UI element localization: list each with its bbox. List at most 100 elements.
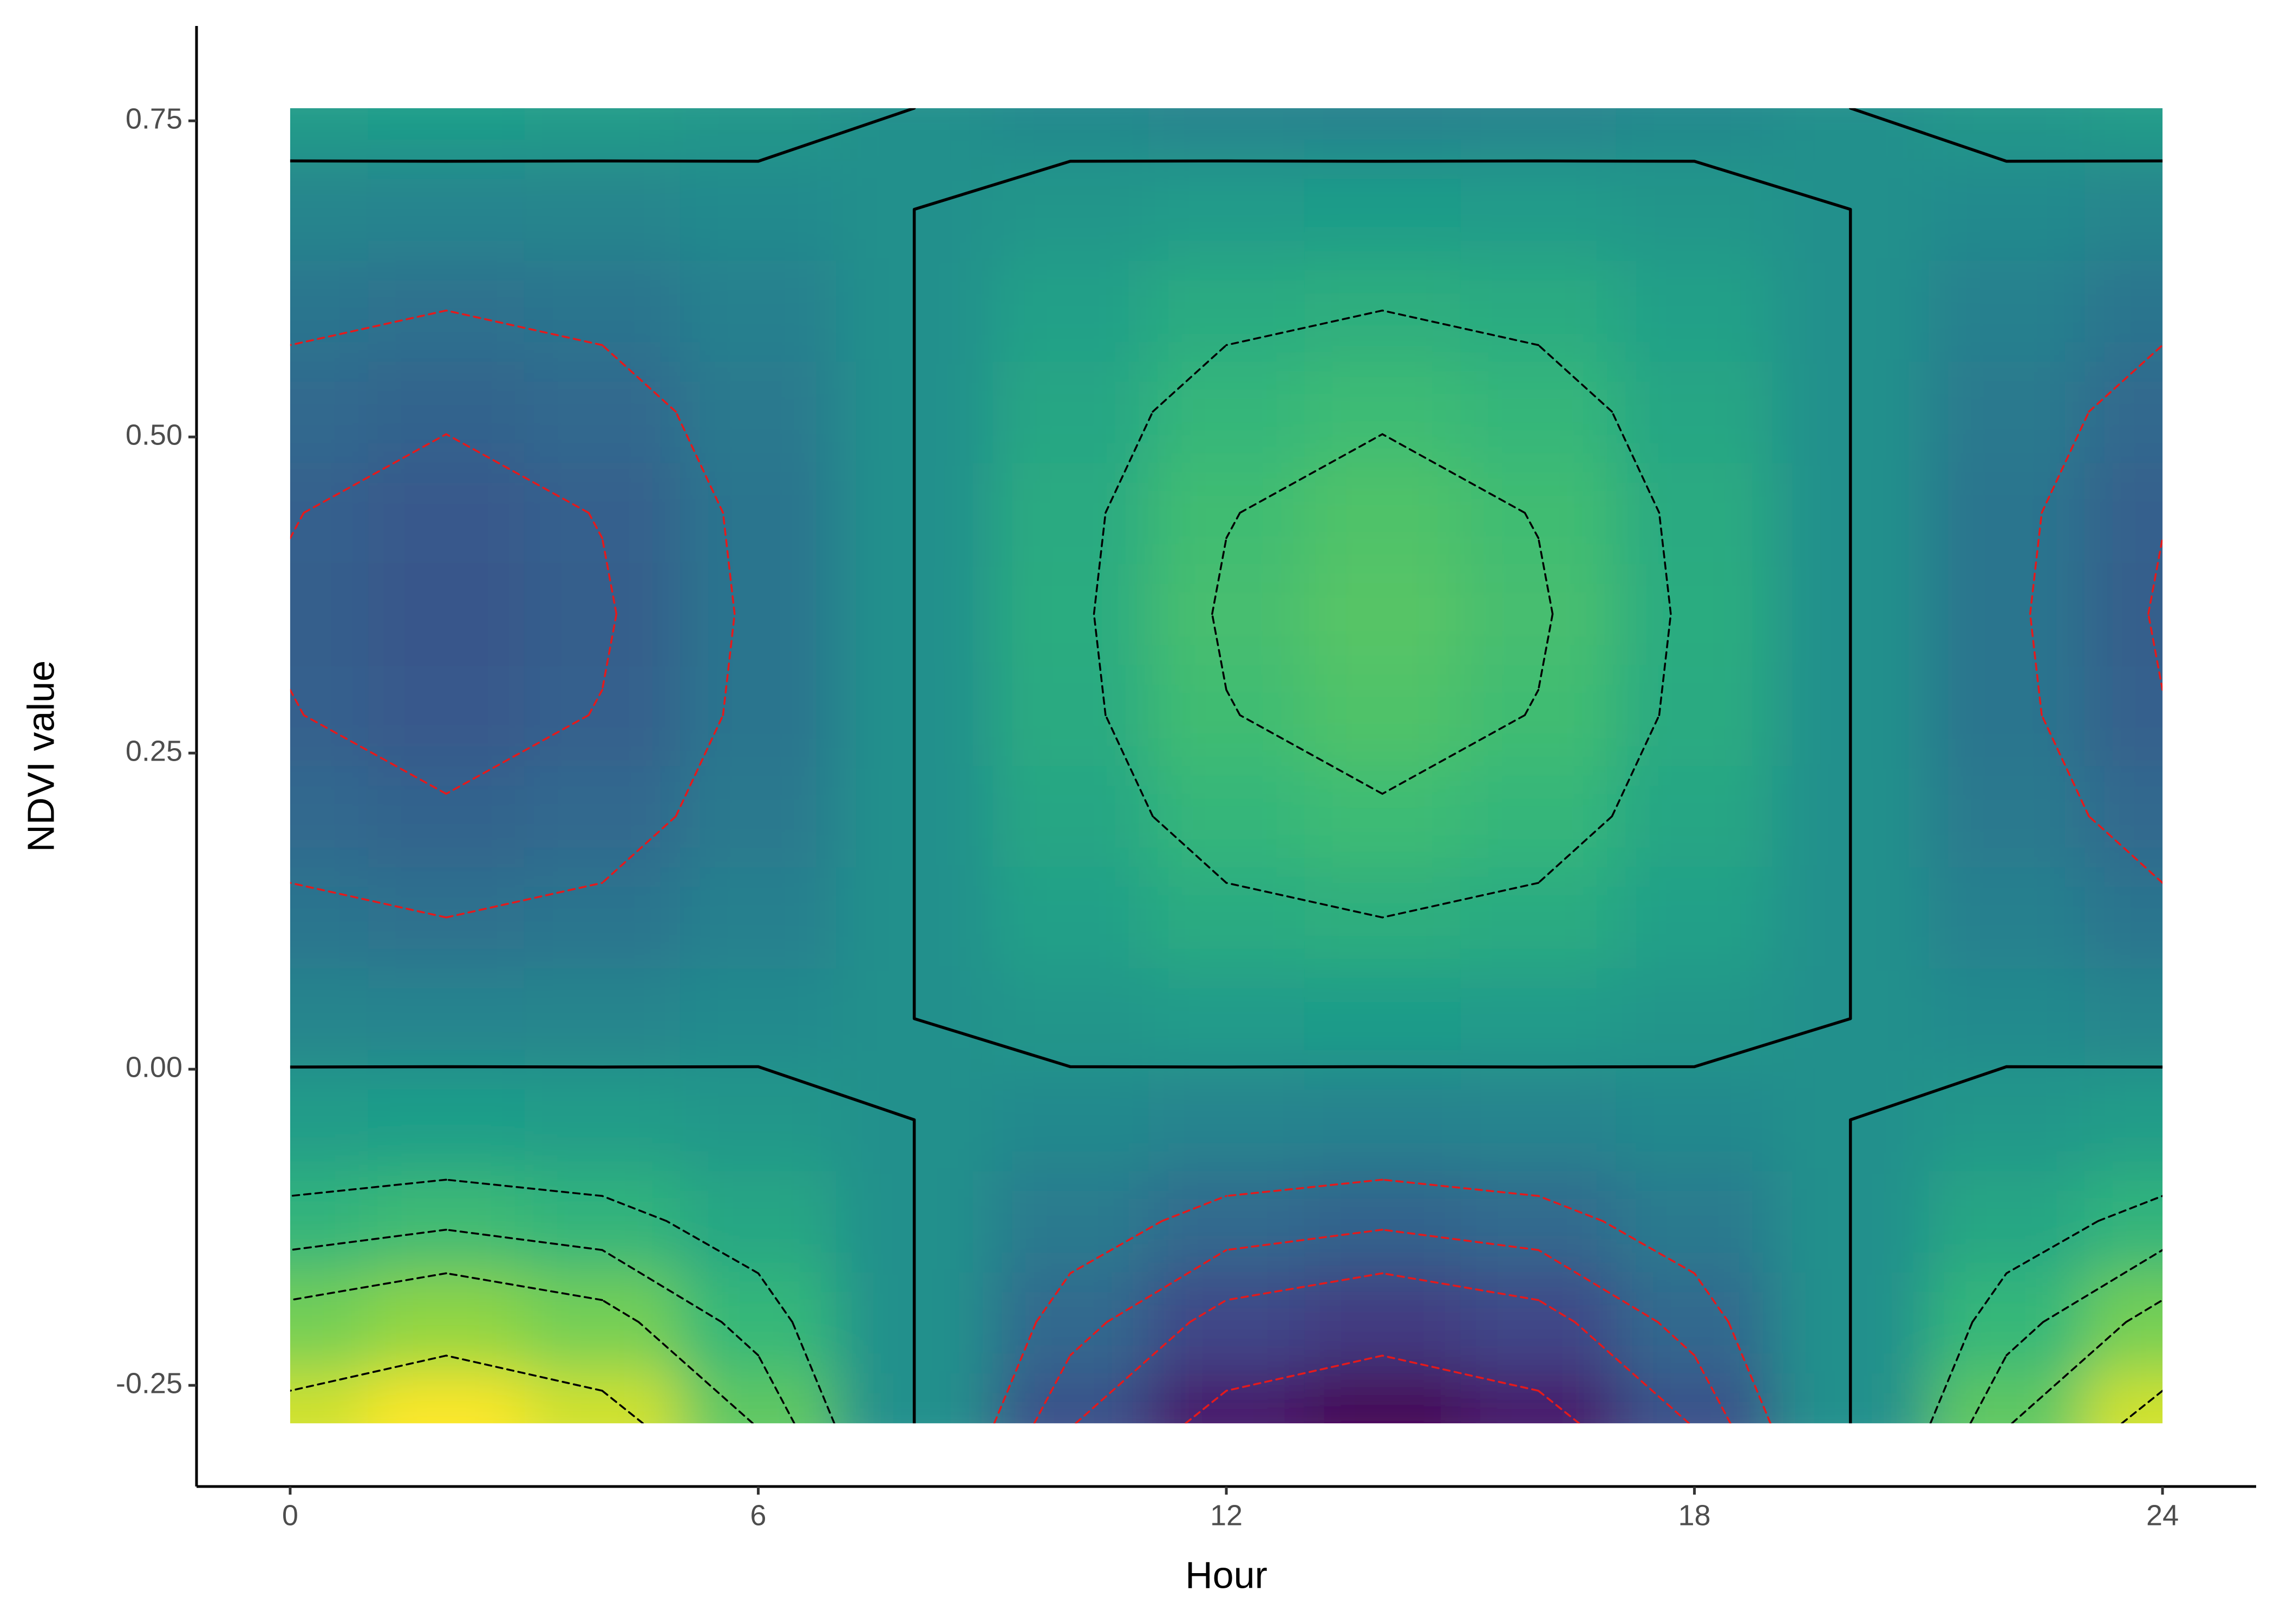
heatmap-cell [368, 1069, 525, 1171]
heatmap-cell [1148, 159, 1305, 261]
heatmap-cell [1304, 108, 1461, 160]
heatmap-cell [1304, 361, 1461, 463]
heatmap-cell [1616, 664, 1773, 767]
heatmap-cell [1928, 361, 2085, 463]
heatmap-cell [992, 867, 1149, 969]
heatmap-cell [1460, 867, 1617, 969]
heatmap-cell [2084, 664, 2163, 767]
heatmap-cell [680, 361, 837, 463]
heatmap-cell [2084, 361, 2163, 463]
contour-line [290, 433, 2163, 1424]
heatmap-cell [1616, 1372, 1773, 1424]
heatmap-cell [992, 765, 1149, 868]
heatmap-cell [1460, 968, 1617, 1070]
y-tick-label: 0.25 [126, 735, 182, 767]
heatmap-cell [1460, 563, 1617, 665]
heatmap-cell [1616, 108, 1773, 160]
heatmap-cell [290, 1170, 369, 1272]
heatmap-cell [290, 108, 369, 160]
y-tick-label: 0.50 [126, 418, 182, 451]
heatmap-cell [680, 1372, 837, 1424]
heatmap-cell [1304, 159, 1461, 261]
heatmap-cell [1616, 867, 1773, 969]
heatmap-cell [1460, 108, 1617, 160]
heatmap-cell [1928, 159, 2085, 261]
heatmap-cell [2084, 867, 2163, 969]
heatmap-cell [368, 1170, 525, 1272]
heatmap-cell [1304, 1170, 1461, 1272]
heatmap-cell [1304, 462, 1461, 564]
heatmap-cell [680, 1271, 837, 1373]
heatmap-cell [524, 1170, 681, 1272]
heatmap-cell [1148, 765, 1305, 868]
heatmap-cell [1616, 1069, 1773, 1171]
heatmap-cell [992, 1069, 1149, 1171]
heatmap-cell [2084, 1069, 2163, 1171]
heatmap-cell [992, 664, 1149, 767]
heatmap-cell [1460, 1271, 1617, 1373]
heatmap-cell [1148, 260, 1305, 362]
heatmap-cell [2084, 159, 2163, 261]
heatmap-cell [1148, 563, 1305, 665]
heatmap-cell [368, 664, 525, 767]
heatmap-cell [1148, 361, 1305, 463]
heatmap-cell [1616, 1271, 1773, 1373]
y-axis-title: NDVI value [19, 660, 62, 852]
heatmap-cell [992, 462, 1149, 564]
heatmap-cell [1460, 462, 1617, 564]
heatmap-cell [1928, 1069, 2085, 1171]
heatmap-cell [524, 1069, 681, 1171]
heatmap-cell [1616, 968, 1773, 1070]
heatmap-cell [680, 108, 837, 160]
x-axis-title: Hour [1185, 1554, 1267, 1596]
heatmap-cell [1616, 361, 1773, 463]
heatmap-cell [1616, 765, 1773, 868]
heatmap-cell [368, 159, 525, 261]
heatmap-cell [1928, 968, 2085, 1070]
heatmap-cell [1616, 462, 1773, 564]
heatmap-cell [524, 765, 681, 868]
heatmap-cell [992, 563, 1149, 665]
heatmap-cell [290, 361, 369, 463]
heatmap-cell [2084, 563, 2163, 665]
y-tick-label: 0.00 [126, 1051, 182, 1083]
heatmap-cell [368, 462, 525, 564]
contour-line [1075, 1272, 1690, 1424]
heatmap-cell [992, 1271, 1149, 1373]
heatmap-cell [992, 361, 1149, 463]
heatmap-cell [524, 108, 681, 160]
heatmap-cell [992, 260, 1149, 362]
x-tick-label: 0 [282, 1499, 298, 1531]
heatmap-cell [290, 765, 369, 868]
heatmap-cell [1928, 867, 2085, 969]
heatmap-cell [1304, 1069, 1461, 1171]
heatmap-cell [680, 1170, 837, 1272]
heatmap-cell [1928, 1170, 2085, 1272]
contour-line [290, 108, 2163, 1424]
heatmap-cell [368, 968, 525, 1070]
heatmap-cell [290, 260, 369, 362]
x-tick-label: 12 [1210, 1499, 1243, 1531]
heatmap-cell [1148, 1069, 1305, 1171]
heatmap-cell [368, 765, 525, 868]
heatmap-cell [1148, 462, 1305, 564]
heatmap-cell [368, 1372, 525, 1424]
heatmap-cell [1148, 1372, 1305, 1424]
heatmap-cell [992, 968, 1149, 1070]
heatmap-cell [680, 1069, 837, 1171]
heatmap-cell [290, 159, 369, 261]
heatmap-cell [2084, 462, 2163, 564]
heatmap-cell [1616, 159, 1773, 261]
heatmap-cell [290, 867, 369, 969]
heatmap-cell [524, 867, 681, 969]
y-tick-label: -0.25 [116, 1367, 182, 1399]
heatmap-cell [290, 664, 369, 767]
heatmap-cell [368, 1271, 525, 1373]
heatmap-cell [524, 563, 681, 665]
heatmap-cell [1460, 1170, 1617, 1272]
heatmap-cell [290, 1069, 369, 1171]
heatmap-cell [1928, 462, 2085, 564]
heatmap-cell [1304, 968, 1461, 1070]
heatmap-cell [1928, 563, 2085, 665]
